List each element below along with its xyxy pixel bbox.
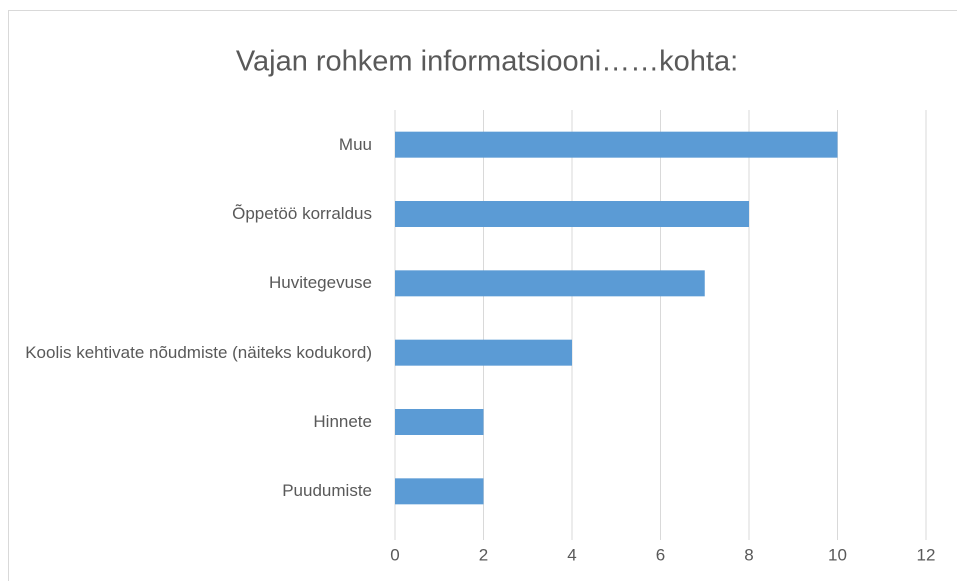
category-label: Õppetöö korraldus [232, 204, 372, 224]
y-tick-label: Õppetöö korraldus [232, 204, 372, 224]
x-tick-label: 0 [390, 545, 399, 564]
bar [395, 339, 572, 366]
x-tick-label: 12 [917, 545, 936, 564]
bar [395, 270, 705, 297]
category-label: Huvitegevuse [268, 273, 372, 293]
category-label: Koolis kehtivate nõudmiste (näiteks kodu… [25, 342, 372, 362]
y-tick-label: Koolis kehtivate nõudmiste (näiteks kodu… [25, 342, 372, 362]
bar [395, 201, 749, 227]
y-tick-label: Muu [338, 134, 372, 154]
x-tick-label: 8 [744, 545, 753, 564]
category-label: Hinnete [313, 412, 372, 432]
chart-title: Vajan rohkem informatsiooni……kohta: [236, 46, 738, 78]
x-tick-label: 6 [656, 545, 665, 564]
y-tick-label: Puudumiste [282, 481, 372, 501]
bar [395, 131, 838, 158]
y-tick-label: Hinnete [313, 412, 372, 432]
category-label: Puudumiste [282, 481, 372, 501]
x-tick-label: 4 [567, 545, 576, 564]
category-label: Muu [338, 134, 372, 154]
bar [395, 409, 484, 435]
x-tick-label: 10 [828, 545, 847, 564]
y-tick-label: Huvitegevuse [268, 273, 372, 293]
x-tick-label: 2 [479, 545, 488, 564]
bar [395, 478, 484, 505]
